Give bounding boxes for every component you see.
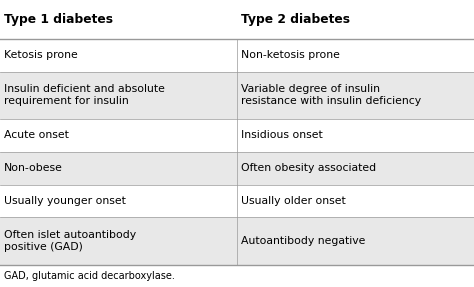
Bar <box>0 72 474 119</box>
Bar <box>0 218 474 265</box>
Text: Usually younger onset: Usually younger onset <box>4 196 126 206</box>
Text: Often islet autoantibody
positive (GAD): Often islet autoantibody positive (GAD) <box>4 230 136 252</box>
Text: Variable degree of insulin
resistance with insulin deficiency: Variable degree of insulin resistance wi… <box>241 84 421 106</box>
Text: Insulin deficient and absolute
requirement for insulin: Insulin deficient and absolute requireme… <box>4 84 164 106</box>
Text: Often obesity associated: Often obesity associated <box>241 163 376 173</box>
Text: Non-ketosis prone: Non-ketosis prone <box>241 50 340 60</box>
Bar <box>0 152 474 185</box>
Text: Insidious onset: Insidious onset <box>241 130 322 140</box>
Text: Acute onset: Acute onset <box>4 130 69 140</box>
Bar <box>0 185 474 218</box>
Text: Type 1 diabetes: Type 1 diabetes <box>4 13 113 26</box>
Bar <box>0 119 474 152</box>
Text: Type 2 diabetes: Type 2 diabetes <box>241 13 350 26</box>
Text: Non-obese: Non-obese <box>4 163 63 173</box>
Text: Usually older onset: Usually older onset <box>241 196 346 206</box>
Bar <box>0 39 474 72</box>
Text: Ketosis prone: Ketosis prone <box>4 50 78 60</box>
Text: Autoantibody negative: Autoantibody negative <box>241 236 365 246</box>
Text: GAD, glutamic acid decarboxylase.: GAD, glutamic acid decarboxylase. <box>4 271 174 281</box>
